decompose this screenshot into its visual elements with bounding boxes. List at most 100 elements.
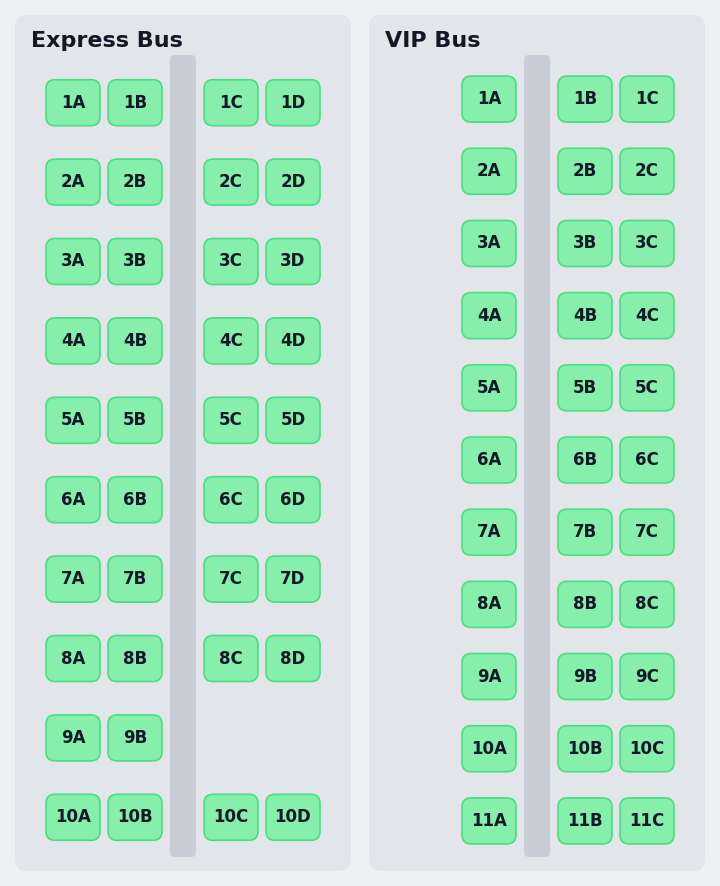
FancyBboxPatch shape [108, 556, 162, 602]
Text: 8C: 8C [635, 595, 659, 613]
Text: 10B: 10B [567, 740, 603, 758]
FancyBboxPatch shape [620, 654, 674, 700]
Text: 9A: 9A [477, 667, 501, 686]
Text: 4B: 4B [573, 307, 597, 324]
FancyBboxPatch shape [620, 581, 674, 627]
FancyBboxPatch shape [204, 238, 258, 284]
FancyBboxPatch shape [266, 556, 320, 602]
FancyBboxPatch shape [558, 221, 612, 267]
FancyBboxPatch shape [266, 635, 320, 681]
FancyBboxPatch shape [108, 80, 162, 126]
FancyBboxPatch shape [108, 795, 162, 840]
Text: 3C: 3C [635, 235, 659, 253]
Text: 5D: 5D [280, 411, 305, 430]
FancyBboxPatch shape [46, 318, 100, 364]
Text: 7C: 7C [635, 523, 659, 541]
Text: 1B: 1B [123, 94, 147, 112]
FancyBboxPatch shape [266, 80, 320, 126]
Text: 2A: 2A [60, 173, 85, 191]
Text: 11B: 11B [567, 812, 603, 830]
FancyBboxPatch shape [558, 365, 612, 411]
Text: 7A: 7A [477, 523, 501, 541]
Text: 1C: 1C [635, 90, 659, 108]
Text: 9B: 9B [123, 729, 147, 747]
Text: 5A: 5A [60, 411, 85, 430]
FancyBboxPatch shape [266, 397, 320, 443]
Text: 4D: 4D [280, 332, 306, 350]
FancyBboxPatch shape [620, 76, 674, 122]
FancyBboxPatch shape [46, 556, 100, 602]
Text: 1A: 1A [477, 90, 501, 108]
Text: 2B: 2B [123, 173, 147, 191]
Text: 5A: 5A [477, 379, 501, 397]
FancyBboxPatch shape [620, 437, 674, 483]
FancyBboxPatch shape [266, 238, 320, 284]
Text: 4B: 4B [123, 332, 147, 350]
FancyBboxPatch shape [462, 365, 516, 411]
Text: 1A: 1A [60, 94, 85, 112]
Text: 5C: 5C [219, 411, 243, 430]
FancyBboxPatch shape [620, 798, 674, 843]
Text: 1D: 1D [280, 94, 305, 112]
FancyBboxPatch shape [204, 635, 258, 681]
Text: 3C: 3C [219, 253, 243, 270]
Text: 9C: 9C [635, 667, 659, 686]
FancyBboxPatch shape [462, 798, 516, 843]
Text: 6D: 6D [280, 491, 305, 509]
FancyBboxPatch shape [204, 159, 258, 205]
Text: 8C: 8C [219, 649, 243, 667]
FancyBboxPatch shape [108, 477, 162, 523]
Text: 4C: 4C [219, 332, 243, 350]
Text: 10C: 10C [629, 740, 665, 758]
FancyBboxPatch shape [108, 238, 162, 284]
FancyBboxPatch shape [462, 726, 516, 772]
FancyBboxPatch shape [204, 318, 258, 364]
FancyBboxPatch shape [108, 159, 162, 205]
Text: 1B: 1B [573, 90, 597, 108]
FancyBboxPatch shape [46, 795, 100, 840]
FancyBboxPatch shape [558, 798, 612, 843]
FancyBboxPatch shape [558, 292, 612, 338]
Text: 8D: 8D [280, 649, 305, 667]
Text: 6B: 6B [123, 491, 147, 509]
FancyBboxPatch shape [620, 365, 674, 411]
Text: 4A: 4A [60, 332, 85, 350]
FancyBboxPatch shape [204, 556, 258, 602]
Text: 7D: 7D [280, 570, 306, 588]
Text: 2B: 2B [573, 162, 597, 180]
Text: 11C: 11C [629, 812, 665, 830]
Text: 5B: 5B [123, 411, 147, 430]
Text: 10C: 10C [213, 808, 248, 827]
FancyBboxPatch shape [558, 76, 612, 122]
FancyBboxPatch shape [46, 80, 100, 126]
Text: 9A: 9A [60, 729, 85, 747]
Text: 10D: 10D [274, 808, 311, 827]
Text: 7B: 7B [573, 523, 597, 541]
FancyBboxPatch shape [620, 221, 674, 267]
Text: 10A: 10A [471, 740, 507, 758]
FancyBboxPatch shape [558, 148, 612, 194]
FancyBboxPatch shape [462, 292, 516, 338]
Text: 11A: 11A [471, 812, 507, 830]
Text: 2D: 2D [280, 173, 306, 191]
Text: 5C: 5C [635, 379, 659, 397]
Text: 6A: 6A [477, 451, 501, 469]
FancyBboxPatch shape [462, 221, 516, 267]
FancyBboxPatch shape [462, 509, 516, 556]
FancyBboxPatch shape [266, 318, 320, 364]
FancyBboxPatch shape [266, 159, 320, 205]
FancyBboxPatch shape [204, 80, 258, 126]
FancyBboxPatch shape [108, 715, 162, 761]
FancyBboxPatch shape [620, 726, 674, 772]
FancyBboxPatch shape [204, 477, 258, 523]
FancyBboxPatch shape [558, 509, 612, 556]
Text: 3A: 3A [477, 235, 501, 253]
FancyBboxPatch shape [266, 477, 320, 523]
FancyBboxPatch shape [620, 292, 674, 338]
Text: 4C: 4C [635, 307, 659, 324]
Text: 6C: 6C [219, 491, 243, 509]
FancyBboxPatch shape [46, 715, 100, 761]
FancyBboxPatch shape [620, 509, 674, 556]
Text: 3B: 3B [123, 253, 147, 270]
FancyBboxPatch shape [558, 726, 612, 772]
